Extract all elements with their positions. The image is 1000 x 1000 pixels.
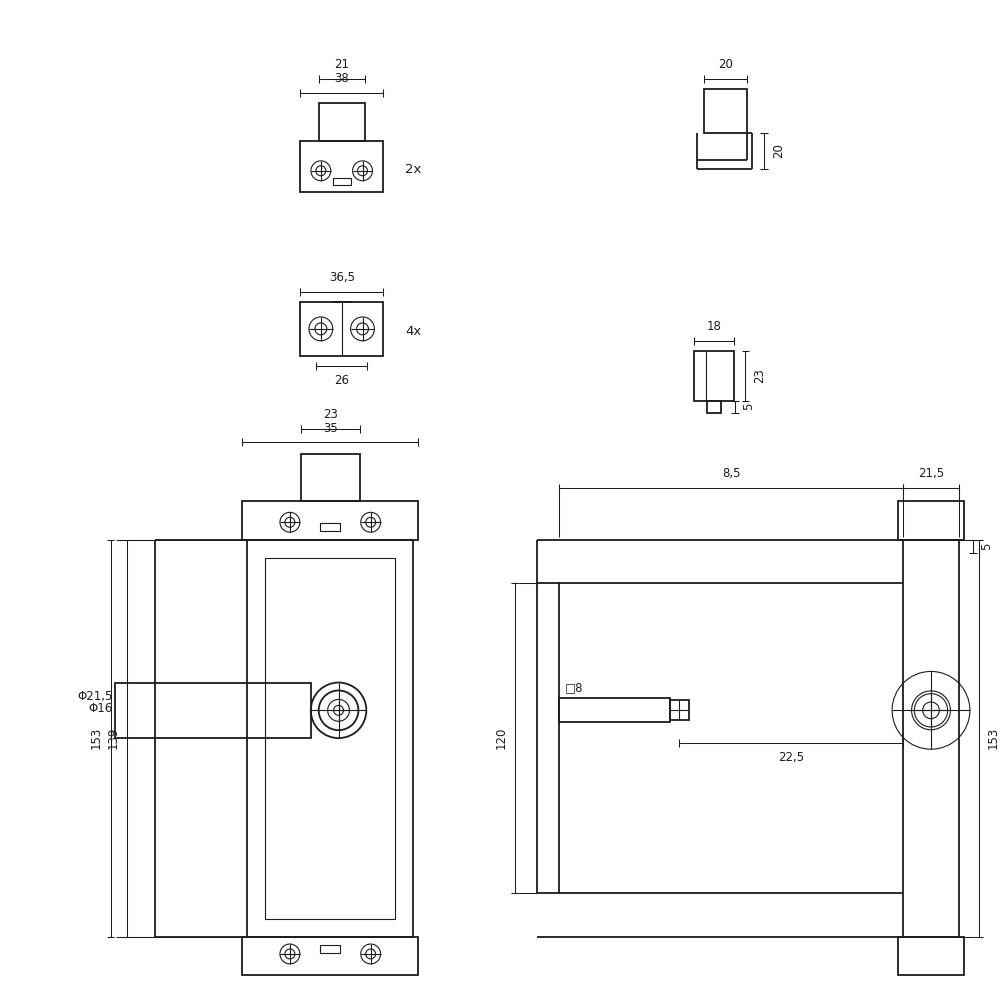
Text: 38: 38	[334, 72, 349, 85]
Text: 20: 20	[718, 58, 733, 71]
Text: 20: 20	[772, 143, 785, 158]
Text: Φ21,5: Φ21,5	[77, 690, 113, 703]
Text: 26: 26	[334, 374, 349, 387]
Text: 120: 120	[494, 727, 507, 749]
Text: 23: 23	[323, 408, 338, 421]
Text: 22,5: 22,5	[778, 751, 804, 764]
Text: 18: 18	[706, 320, 721, 333]
Text: Φ16: Φ16	[88, 702, 113, 715]
Text: 2x: 2x	[405, 163, 422, 176]
Text: 4x: 4x	[405, 325, 421, 338]
Text: 8,5: 8,5	[722, 467, 740, 480]
Text: 35: 35	[323, 422, 338, 435]
Text: 153: 153	[90, 727, 103, 749]
Text: 5: 5	[742, 403, 755, 410]
Text: 139: 139	[106, 727, 119, 749]
Text: 23: 23	[753, 369, 766, 383]
Text: 21,5: 21,5	[918, 467, 944, 480]
Text: 36,5: 36,5	[329, 271, 355, 284]
Text: □8: □8	[565, 681, 583, 694]
Text: 153: 153	[987, 727, 1000, 749]
Text: 5: 5	[981, 542, 994, 550]
Text: 21: 21	[334, 58, 349, 71]
